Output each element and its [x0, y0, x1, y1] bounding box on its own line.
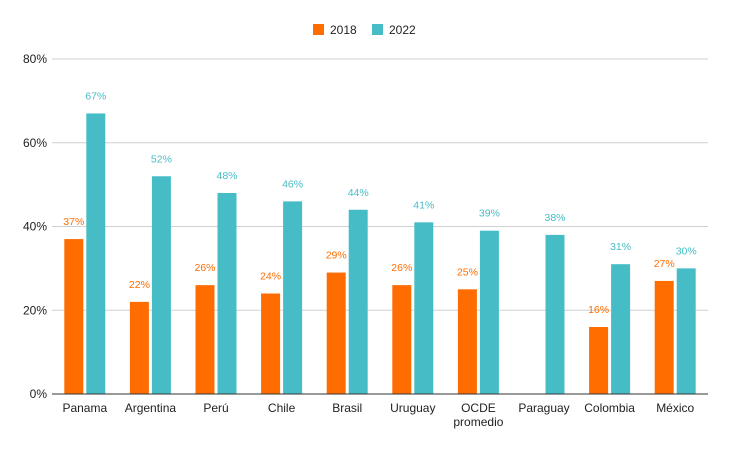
x-tick-label: Perú — [203, 401, 228, 415]
data-label-2018: 22% — [129, 279, 150, 291]
legend-swatch-2022 — [372, 24, 383, 35]
y-tick-label: 20% — [23, 303, 47, 317]
bar-2022 — [348, 209, 368, 394]
data-label-2022: 44% — [348, 187, 369, 199]
data-label-2022: 30% — [676, 245, 697, 257]
data-label-2018: 16% — [588, 304, 609, 316]
bar-2018 — [195, 285, 215, 394]
bar-2018 — [589, 327, 609, 394]
data-label-2018: 37% — [63, 216, 84, 228]
bar-2018 — [654, 280, 674, 394]
bar-2018 — [326, 272, 346, 394]
legend-label-2022: 2022 — [389, 23, 416, 37]
x-tick-label: Colombia — [584, 401, 635, 415]
y-tick-label: 40% — [23, 220, 47, 234]
data-labels: 37% 67% 22% 52% 26% 48% 24% 46% 29% 44% 26% 41% 25% 3… — [63, 90, 696, 316]
bar-2022 — [479, 230, 499, 394]
bars — [64, 113, 696, 394]
data-label-2022: 39% — [479, 208, 500, 220]
bar-2022 — [283, 201, 303, 394]
bar-2018 — [392, 285, 412, 394]
data-label-2022: 67% — [85, 90, 106, 102]
x-tick-label: Chile — [268, 401, 296, 415]
data-label-2018: 25% — [457, 266, 478, 278]
data-label-2022: 38% — [544, 212, 565, 224]
data-label-2022: 52% — [151, 153, 172, 165]
x-tick-label: Argentina — [125, 401, 177, 415]
data-label-2022: 31% — [610, 241, 631, 253]
bar-2022 — [611, 264, 631, 394]
x-tick-label: México — [656, 401, 694, 415]
bar-2022 — [545, 234, 565, 394]
x-tick-label: Paraguay — [518, 401, 569, 415]
x-axis: Panama Argentina Perú Chile Brasil Uruguay OCD… — [52, 393, 708, 429]
x-tick-label: Brasil — [332, 401, 362, 415]
bar-2022 — [676, 268, 696, 394]
grid — [52, 58, 708, 311]
x-tick-label: OCDE promedio — [453, 401, 503, 429]
bar-2022 — [217, 193, 237, 394]
y-tick-label: 0% — [30, 387, 48, 401]
bar-2022 — [414, 222, 434, 394]
legend-label-2018: 2018 — [330, 23, 357, 37]
x-tick-label: Uruguay — [390, 401, 435, 415]
data-label-2018: 26% — [391, 262, 412, 274]
bar-2022 — [86, 113, 106, 394]
x-tick-label: Panama — [62, 401, 107, 415]
y-tick-label: 80% — [23, 52, 47, 66]
y-axis: 0% 20% 40% 60% 80% — [23, 52, 47, 401]
bar-2018 — [261, 293, 281, 394]
data-label-2018: 27% — [654, 258, 675, 270]
legend-swatch-2018 — [313, 24, 324, 35]
bar-2018 — [129, 301, 149, 394]
legend: 2018 2022 — [313, 23, 416, 37]
data-label-2022: 46% — [282, 178, 303, 190]
bar-2018 — [457, 289, 477, 394]
data-label-2018: 26% — [194, 262, 215, 274]
data-label-2022: 41% — [413, 199, 434, 211]
data-label-2022: 48% — [216, 170, 237, 182]
data-label-2018: 24% — [260, 271, 281, 283]
bar-2018 — [64, 239, 84, 394]
y-tick-label: 60% — [23, 136, 47, 150]
data-label-2018: 29% — [326, 250, 347, 262]
bar-2022 — [151, 176, 171, 394]
